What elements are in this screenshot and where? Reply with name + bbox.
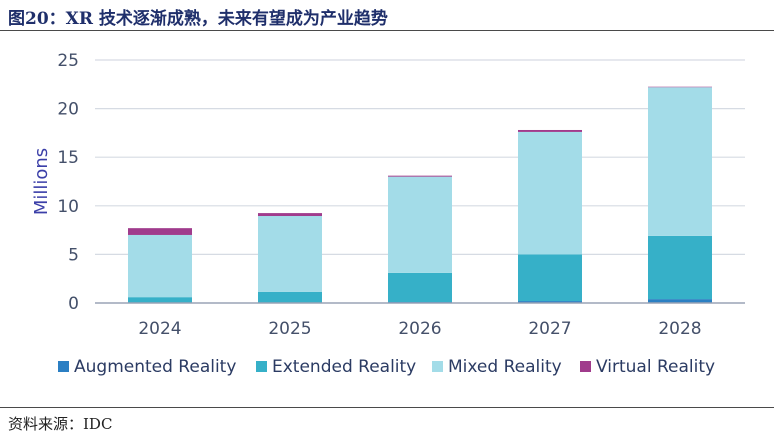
y-tick-label: 5 xyxy=(68,245,79,265)
legend-label: Mixed Reality xyxy=(448,357,562,377)
bar-segment-extended-reality xyxy=(518,254,582,302)
y-tick-label: 20 xyxy=(57,100,79,120)
legend-label: Augmented Reality xyxy=(74,357,236,377)
legend-label: Extended Reality xyxy=(272,357,416,377)
x-tick-label: 2025 xyxy=(268,319,311,339)
source-note: 资料来源：IDC xyxy=(8,415,113,433)
legend-swatch xyxy=(580,361,591,372)
bar-segment-extended-reality xyxy=(648,235,712,300)
bar-segment-virtual-reality xyxy=(388,175,452,177)
x-tick-label: 2026 xyxy=(398,319,441,339)
y-axis-label: Millions xyxy=(31,148,52,215)
bar-segment-virtual-reality xyxy=(258,213,322,217)
legend-swatch xyxy=(432,361,443,372)
legend-label: Virtual Reality xyxy=(596,357,715,377)
bar-segment-augmented-reality xyxy=(648,299,712,303)
bar-segment-mixed-reality xyxy=(518,131,582,255)
figure-title: 图20：XR 技术逐渐成熟，未来有望成为产业趋势 xyxy=(8,9,388,29)
legend-swatch xyxy=(58,361,69,372)
bars xyxy=(128,86,712,303)
bar-segment-extended-reality xyxy=(258,291,322,303)
x-tick-label: 2024 xyxy=(138,319,181,339)
bar-segment-mixed-reality xyxy=(648,87,712,236)
bar-segment-augmented-reality xyxy=(518,301,582,303)
legend-swatch xyxy=(256,361,267,372)
y-tick-label: 15 xyxy=(57,148,79,168)
source-divider xyxy=(0,407,774,408)
x-tick-label: 2027 xyxy=(528,319,571,339)
bar-segment-virtual-reality xyxy=(518,129,582,132)
y-tick-label: 10 xyxy=(57,197,79,217)
y-tick-label: 0 xyxy=(68,294,79,314)
bar-segment-mixed-reality xyxy=(258,216,322,292)
title-divider xyxy=(0,30,774,31)
bar-segment-extended-reality xyxy=(128,297,192,303)
bar-segment-extended-reality xyxy=(388,272,452,303)
bar-segment-virtual-reality xyxy=(128,228,192,235)
x-tick-label: 2028 xyxy=(658,319,701,339)
bar-segment-mixed-reality xyxy=(388,176,452,273)
bar-segment-mixed-reality xyxy=(128,234,192,298)
legend: Augmented Reality Extended Reality Mixed R… xyxy=(58,357,715,377)
y-tick-label: 25 xyxy=(57,51,79,71)
